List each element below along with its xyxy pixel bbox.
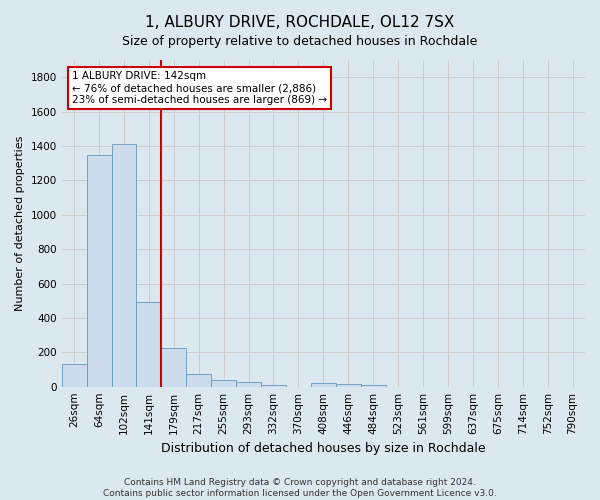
Bar xyxy=(211,380,236,386)
Text: Size of property relative to detached houses in Rochdale: Size of property relative to detached ho… xyxy=(122,35,478,48)
Bar xyxy=(236,382,261,386)
X-axis label: Distribution of detached houses by size in Rochdale: Distribution of detached houses by size … xyxy=(161,442,485,455)
Bar xyxy=(112,144,136,386)
Bar xyxy=(136,302,161,386)
Y-axis label: Number of detached properties: Number of detached properties xyxy=(15,136,25,311)
Text: Contains HM Land Registry data © Crown copyright and database right 2024.
Contai: Contains HM Land Registry data © Crown c… xyxy=(103,478,497,498)
Bar xyxy=(336,384,361,386)
Text: 1 ALBURY DRIVE: 142sqm
← 76% of detached houses are smaller (2,886)
23% of semi-: 1 ALBURY DRIVE: 142sqm ← 76% of detached… xyxy=(72,72,327,104)
Bar xyxy=(311,383,336,386)
Bar xyxy=(161,348,186,387)
Bar xyxy=(86,154,112,386)
Bar xyxy=(186,374,211,386)
Bar xyxy=(361,385,386,386)
Bar xyxy=(261,384,286,386)
Text: 1, ALBURY DRIVE, ROCHDALE, OL12 7SX: 1, ALBURY DRIVE, ROCHDALE, OL12 7SX xyxy=(145,15,455,30)
Bar xyxy=(62,364,86,386)
